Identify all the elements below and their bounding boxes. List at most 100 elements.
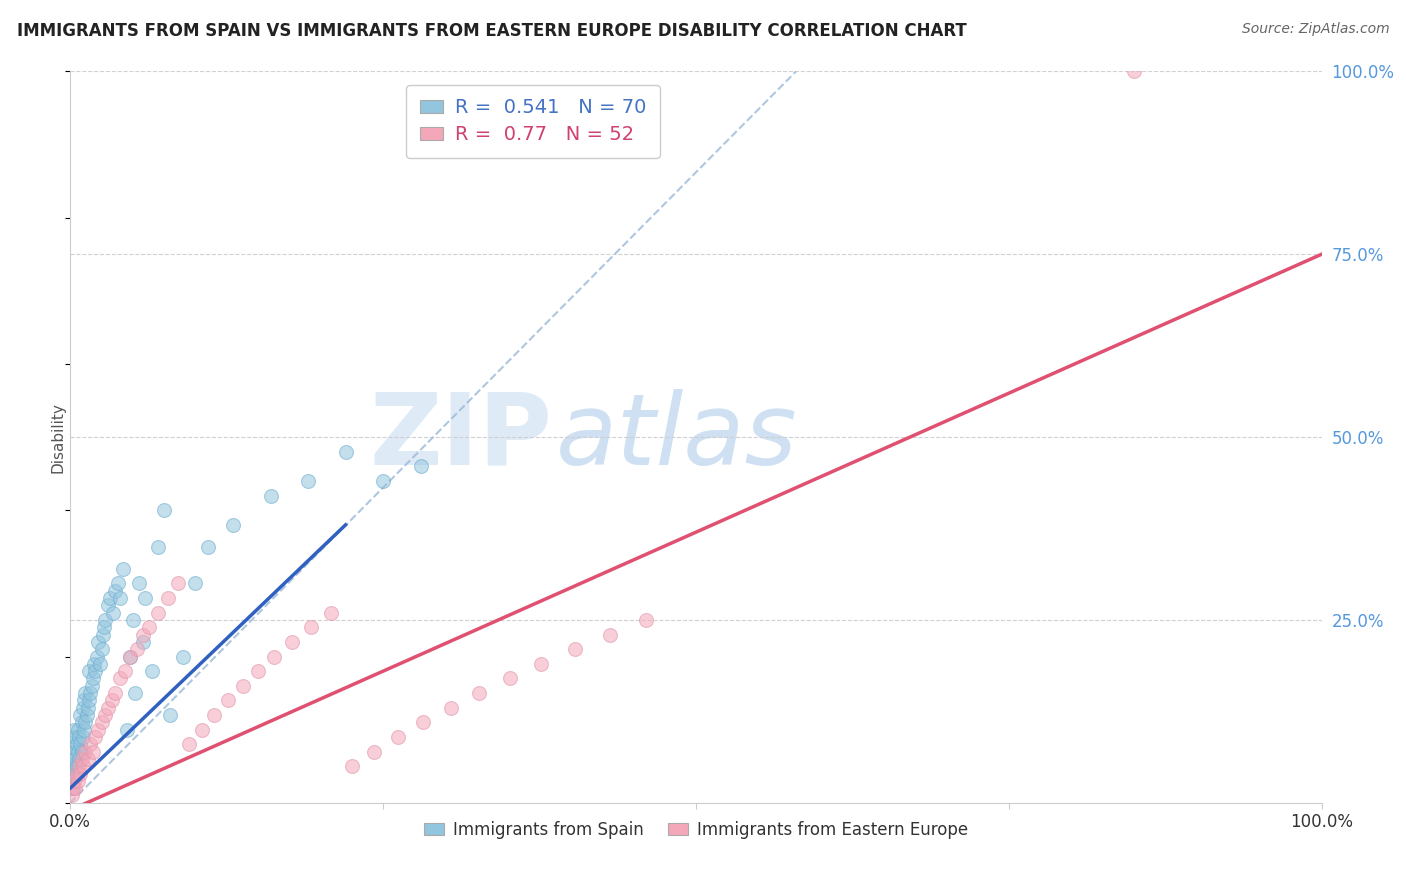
Point <box>172 649 194 664</box>
Point <box>90 642 112 657</box>
Point <box>146 606 169 620</box>
Point <box>79 737 101 751</box>
Point <box>159 708 181 723</box>
Point <box>107 576 129 591</box>
Point <box>67 759 90 773</box>
Point <box>76 700 98 714</box>
Point <box>70 745 93 759</box>
Point <box>121 613 145 627</box>
Point <box>440 700 463 714</box>
Point <box>281 635 304 649</box>
Point <box>65 766 87 780</box>
Point <box>132 635 155 649</box>
Point <box>1122 64 1144 78</box>
Point <box>62 752 84 766</box>
Point <box>66 723 89 737</box>
Point <box>77 693 100 707</box>
Point <box>72 759 94 773</box>
Point <box>65 737 87 751</box>
Point <box>87 635 110 649</box>
Point <box>63 773 86 788</box>
Point <box>62 737 84 751</box>
Point <box>179 737 201 751</box>
Point <box>65 730 87 744</box>
Point <box>84 664 107 678</box>
Point <box>120 649 142 664</box>
Point <box>60 773 83 788</box>
Text: Source: ZipAtlas.com: Source: ZipAtlas.com <box>1241 22 1389 37</box>
Point <box>114 664 136 678</box>
Point <box>184 576 207 591</box>
Point <box>86 649 108 664</box>
Point <box>77 664 100 678</box>
Point <box>247 664 270 678</box>
Point <box>217 693 239 707</box>
Point <box>409 459 432 474</box>
Point <box>197 540 219 554</box>
Point <box>75 715 97 730</box>
Point <box>128 576 150 591</box>
Point <box>82 745 104 759</box>
Point <box>125 642 148 657</box>
Point <box>94 613 117 627</box>
Point <box>468 686 491 700</box>
Point <box>363 745 385 759</box>
Point <box>91 627 114 641</box>
Point <box>156 591 179 605</box>
Point <box>134 591 156 605</box>
Point <box>73 723 96 737</box>
Point <box>73 693 96 707</box>
Point <box>202 708 225 723</box>
Point <box>335 444 357 458</box>
Point <box>340 759 363 773</box>
Point <box>67 752 90 766</box>
Point <box>70 752 93 766</box>
Point <box>299 620 322 634</box>
Point <box>97 599 120 613</box>
Point <box>190 723 212 737</box>
Point <box>412 715 434 730</box>
Point <box>76 708 98 723</box>
Point <box>75 686 97 700</box>
Point <box>100 693 122 707</box>
Point <box>124 686 146 700</box>
Point <box>69 737 91 751</box>
Point <box>70 715 93 730</box>
Point <box>63 745 86 759</box>
Point <box>232 679 254 693</box>
Point <box>63 723 86 737</box>
Y-axis label: Disability: Disability <box>51 401 66 473</box>
Point <box>63 759 86 773</box>
Point <box>69 766 91 780</box>
Point <box>387 730 409 744</box>
Point <box>146 540 169 554</box>
Point <box>65 752 87 766</box>
Point <box>60 759 83 773</box>
Point <box>60 781 83 796</box>
Point <box>104 583 127 598</box>
Point <box>259 489 281 503</box>
Point <box>66 773 89 788</box>
Point <box>65 759 87 773</box>
Point <box>530 657 553 671</box>
Point <box>319 606 342 620</box>
Point <box>263 649 285 664</box>
Legend: Immigrants from Spain, Immigrants from Eastern Europe: Immigrants from Spain, Immigrants from E… <box>418 814 974 846</box>
Point <box>93 620 115 634</box>
Point <box>79 686 101 700</box>
Point <box>564 642 586 657</box>
Point <box>62 766 84 780</box>
Point <box>115 723 138 737</box>
Point <box>222 517 245 532</box>
Point <box>599 627 621 641</box>
Point <box>89 657 111 671</box>
Point <box>138 620 160 634</box>
Point <box>110 672 132 686</box>
Point <box>94 708 117 723</box>
Text: IMMIGRANTS FROM SPAIN VS IMMIGRANTS FROM EASTERN EUROPE DISABILITY CORRELATION C: IMMIGRANTS FROM SPAIN VS IMMIGRANTS FROM… <box>17 22 966 40</box>
Point <box>101 606 124 620</box>
Point <box>87 723 110 737</box>
Point <box>111 562 134 576</box>
Point <box>69 708 91 723</box>
Point <box>498 672 520 686</box>
